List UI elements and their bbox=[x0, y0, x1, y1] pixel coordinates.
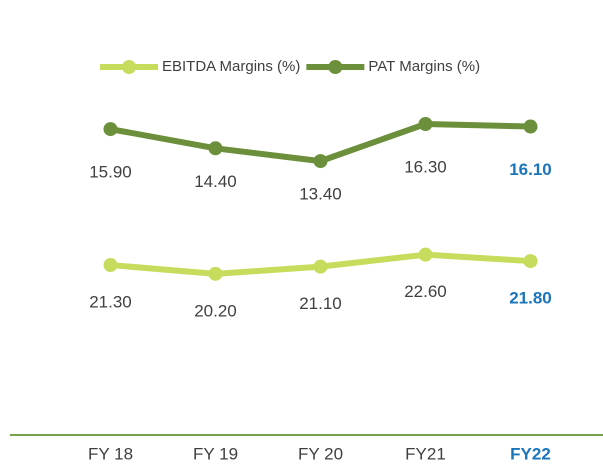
point bbox=[523, 119, 538, 134]
data-label: 22.60 bbox=[404, 282, 447, 301]
x-tick-label: FY 19 bbox=[193, 444, 238, 463]
data-label: 21.30 bbox=[89, 293, 132, 312]
point bbox=[208, 266, 223, 281]
legend-marker bbox=[122, 60, 136, 74]
point bbox=[313, 154, 328, 169]
data-label: 21.80 bbox=[509, 289, 552, 308]
data-label: 21.10 bbox=[299, 294, 342, 313]
data-label: 14.40 bbox=[194, 172, 237, 191]
data-label: 15.90 bbox=[89, 163, 132, 182]
point bbox=[103, 258, 118, 273]
point bbox=[418, 116, 433, 131]
point bbox=[523, 254, 538, 269]
x-tick-label: FY22 bbox=[510, 444, 551, 463]
legend-marker bbox=[328, 60, 343, 74]
x-tick-label: FY 18 bbox=[88, 444, 133, 463]
point bbox=[418, 247, 433, 262]
point bbox=[313, 259, 328, 274]
point bbox=[103, 122, 118, 137]
x-tick-label: FY 20 bbox=[298, 444, 343, 463]
data-label: 13.40 bbox=[299, 185, 342, 204]
data-label: 20.20 bbox=[194, 301, 237, 320]
data-label: 16.10 bbox=[509, 160, 552, 179]
point bbox=[208, 141, 223, 156]
legend-label: PAT Margins (%) bbox=[368, 58, 480, 75]
data-label: 16.30 bbox=[404, 157, 447, 176]
legend-label: EBITDA Margins (%) bbox=[162, 58, 300, 75]
x-tick-label: FY21 bbox=[405, 444, 446, 463]
